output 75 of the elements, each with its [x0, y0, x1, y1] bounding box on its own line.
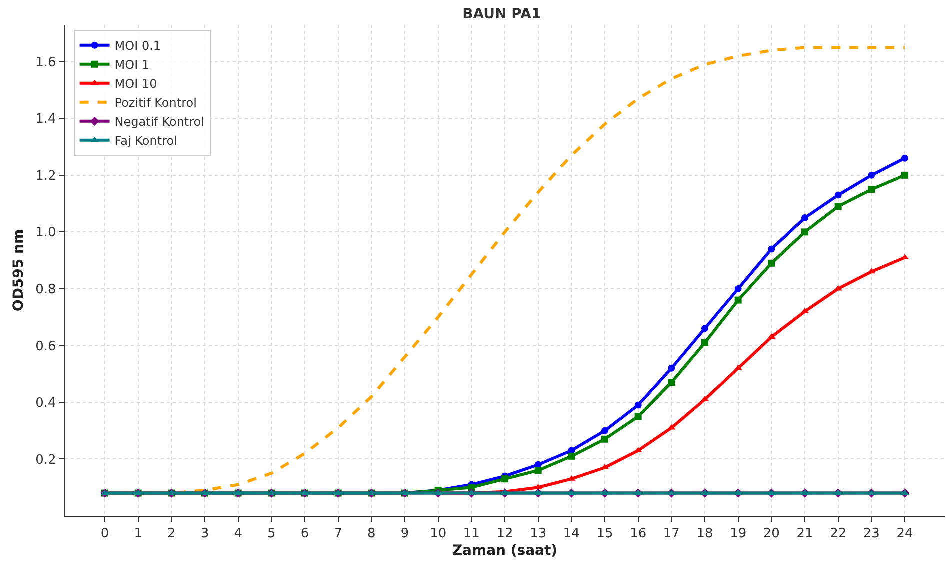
point [834, 203, 842, 210]
point [734, 296, 742, 304]
legend-label: MOI 0.1 [114, 39, 162, 54]
x-tick-label: 23 [863, 526, 880, 542]
x-tick-label: 6 [300, 526, 310, 542]
point [902, 154, 908, 162]
x-tick-label: 4 [234, 526, 242, 542]
y-tick-label: 1.4 [36, 112, 56, 128]
y-tick-label: 0.2 [36, 452, 56, 468]
point [568, 452, 576, 460]
x-tick-label: 2 [168, 526, 176, 542]
x-tick-label: 18 [696, 526, 714, 542]
x-tick-label: 9 [400, 526, 410, 542]
point [902, 172, 908, 179]
point [834, 192, 842, 199]
point [634, 413, 642, 420]
legend-label: MOI 10 [114, 77, 158, 92]
x-tick-label: 11 [463, 526, 480, 542]
x-tick-label: 20 [763, 526, 780, 542]
x-tick-label: 5 [268, 526, 276, 542]
x-tick-label: 7 [334, 526, 342, 542]
legend-label: Pozitif Kontrol [114, 96, 197, 110]
chart-title: BAUN PA1 [462, 6, 542, 22]
point [534, 467, 542, 474]
point [868, 186, 876, 194]
point [702, 339, 708, 346]
x-tick-label: 15 [596, 526, 614, 542]
y-tick-label: 1.2 [36, 168, 56, 184]
x-tick-label: 13 [530, 526, 547, 542]
x-tick-label: 14 [563, 526, 580, 542]
x-tick-label: 8 [368, 526, 376, 542]
x-axis-title: Zaman (saat) [452, 543, 558, 559]
point [768, 490, 776, 496]
x-tick-label: 19 [730, 526, 747, 542]
point [734, 285, 742, 292]
point [768, 260, 776, 267]
point [734, 364, 742, 370]
legend-label: Negatif Kontrol [114, 115, 204, 130]
point [502, 476, 508, 483]
point [634, 402, 642, 409]
legend-label: MOI 1 [114, 58, 150, 72]
point [768, 246, 776, 253]
x-tick-label: 3 [200, 526, 210, 542]
y-tick-label: 0.4 [36, 396, 56, 412]
point [834, 285, 842, 291]
point [602, 427, 608, 434]
y-tick-label: 1.0 [36, 226, 56, 241]
point [668, 379, 676, 386]
x-tick-label: 0 [100, 526, 110, 542]
legend-label: Faj Kontrol [114, 134, 178, 148]
y-tick-label: 1.6 [36, 55, 56, 70]
x-tick-label: 10 [430, 526, 447, 542]
x-tick-label: 12 [496, 526, 514, 542]
point [734, 490, 742, 496]
x-tick-label: 17 [663, 526, 680, 542]
x-tick-label: 16 [630, 526, 647, 542]
point [634, 490, 642, 496]
x-tick-label: 1 [134, 526, 142, 542]
point [668, 490, 676, 496]
y-tick-label: 0.6 [36, 339, 56, 354]
x-tick-label: 22 [830, 526, 847, 542]
x-tick-label: 24 [896, 526, 914, 542]
point [702, 325, 708, 332]
point [868, 172, 876, 179]
point [802, 214, 808, 222]
point [602, 436, 608, 443]
y-tick-label: 0.8 [36, 282, 56, 298]
point [568, 490, 576, 496]
point [534, 490, 542, 496]
point [668, 364, 676, 372]
y-axis-title: OD595 nm [11, 229, 28, 312]
point [868, 490, 876, 496]
point [834, 490, 842, 496]
x-tick-label: 21 [796, 526, 814, 542]
point [802, 228, 808, 236]
